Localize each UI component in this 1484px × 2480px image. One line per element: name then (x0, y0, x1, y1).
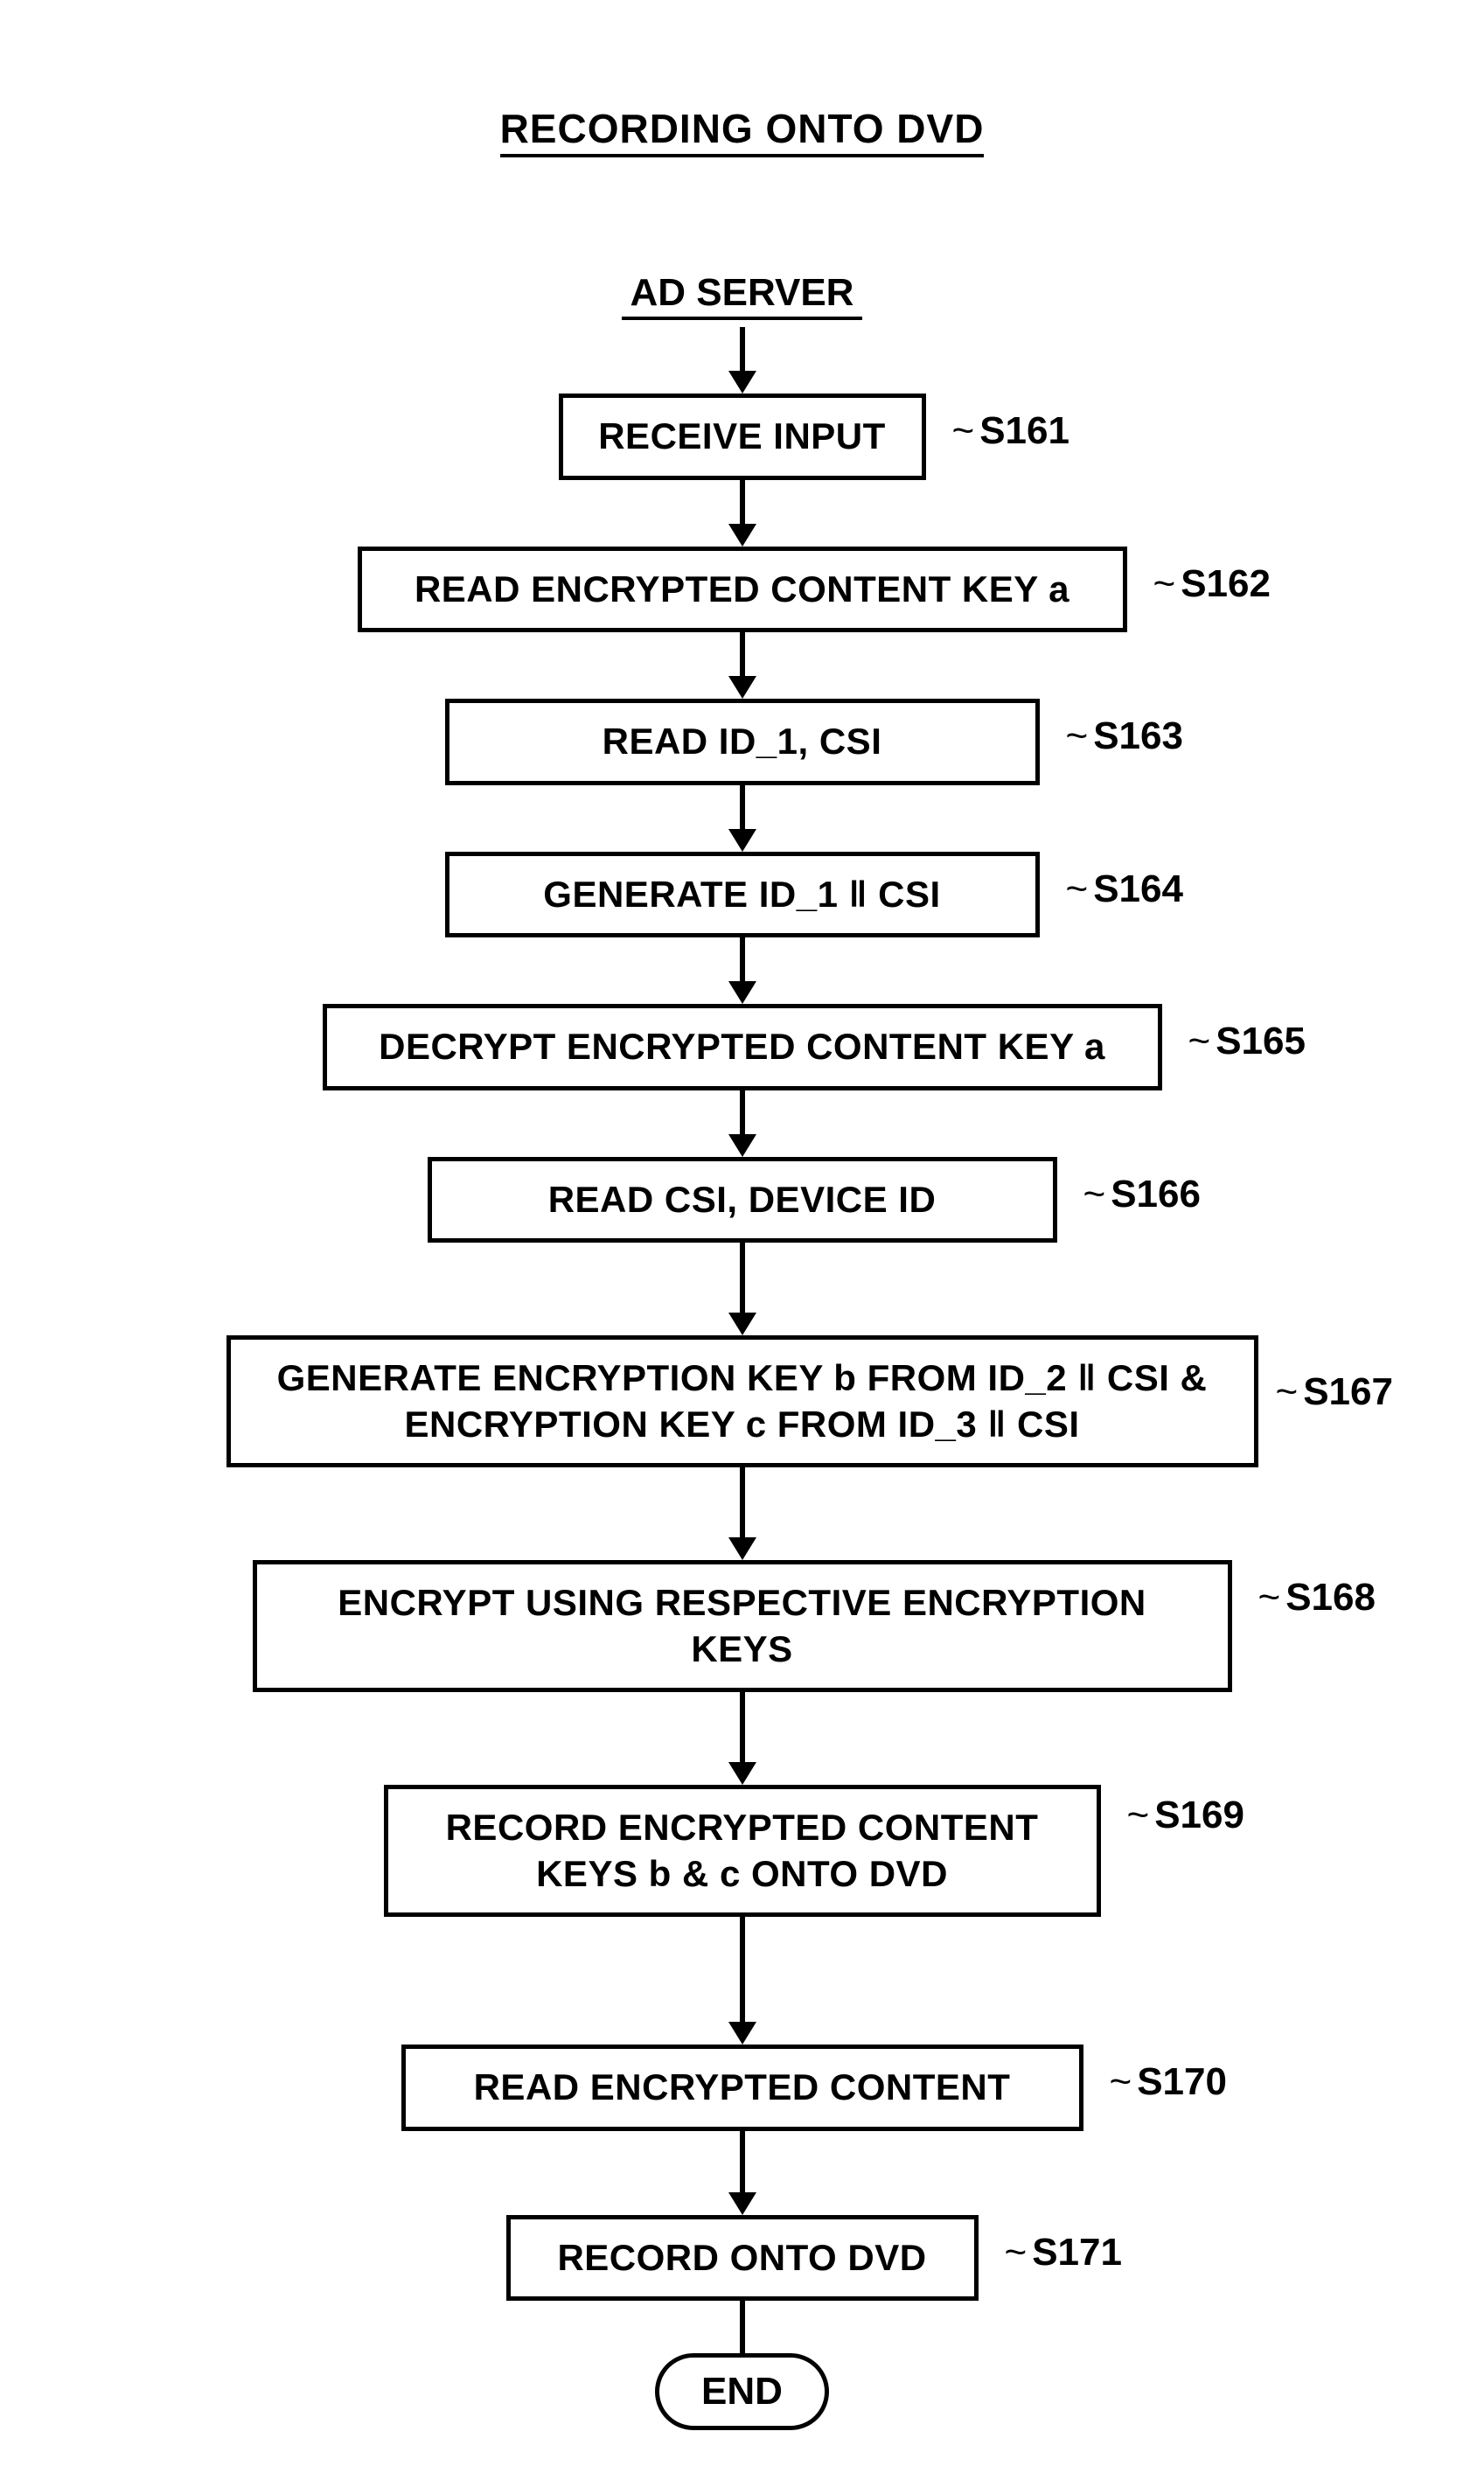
step-row: READ ENCRYPTED CONTENT KEY a ~S162 (174, 547, 1311, 633)
flow-line (740, 2301, 745, 2353)
flowchart: AD SERVER RECEIVE INPUT~S161READ ENCRYPT… (174, 271, 1311, 2430)
step-id: S168 (1285, 1576, 1376, 1620)
flow-arrow (728, 1917, 756, 2045)
step-box: GENERATE ID_1 ‖ CSI (445, 852, 1040, 938)
label-connector: ~ (1066, 867, 1089, 911)
step-row: READ CSI, DEVICE ID ~S166 (174, 1157, 1311, 1243)
step-id: S171 (1032, 2231, 1122, 2274)
step-id-label: ~S170 (1110, 2060, 1227, 2104)
step-row: RECORD ENCRYPTED CONTENTKEYS b & c ONTO … (174, 1785, 1311, 1917)
label-connector: ~ (1066, 714, 1089, 758)
step-id-label: ~S169 (1127, 1794, 1244, 1837)
step-id-label: ~S167 (1276, 1370, 1393, 1414)
step-row: GENERATE ENCRYPTION KEY b FROM ID_2 ‖ CS… (174, 1335, 1311, 1467)
step-row: ENCRYPT USING RESPECTIVE ENCRYPTION KEYS… (174, 1560, 1311, 1692)
step-box: RECEIVE INPUT (559, 394, 926, 480)
step-row: READ ID_1, CSI ~S163 (174, 699, 1311, 785)
label-connector: ~ (1127, 1794, 1150, 1837)
step-id: S165 (1216, 1020, 1306, 1063)
step-id-label: ~S171 (1005, 2231, 1122, 2274)
label-connector: ~ (1153, 562, 1176, 606)
flow-arrow (728, 480, 756, 547)
step-box: READ ENCRYPTED CONTENT (401, 2045, 1083, 2131)
step-box: GENERATE ENCRYPTION KEY b FROM ID_2 ‖ CS… (226, 1335, 1258, 1467)
step-row: READ ENCRYPTED CONTENT ~S170 (174, 2045, 1311, 2131)
flow-arrow (728, 785, 756, 852)
step-id-label: ~S168 (1258, 1576, 1376, 1620)
flow-arrow (728, 1243, 756, 1335)
step-id: S163 (1093, 714, 1183, 758)
step-row: DECRYPT ENCRYPTED CONTENT KEY a ~S165 (174, 1004, 1311, 1090)
step-id-label: ~S164 (1066, 867, 1183, 911)
end-terminator: END (655, 2353, 829, 2430)
label-connector: ~ (1188, 1020, 1211, 1063)
step-id: S166 (1111, 1173, 1201, 1216)
step-row: RECEIVE INPUT ~S161 (174, 394, 1311, 480)
start-label: AD SERVER (622, 271, 863, 320)
step-id-label: ~S166 (1083, 1173, 1201, 1216)
step-id: S164 (1093, 867, 1183, 911)
step-box: READ CSI, DEVICE ID (428, 1157, 1057, 1243)
flow-arrow (728, 937, 756, 1004)
label-connector: ~ (1110, 2060, 1132, 2104)
step-id: S169 (1154, 1794, 1244, 1837)
flow-arrow (728, 327, 756, 394)
label-connector: ~ (1276, 1370, 1299, 1414)
step-id: S167 (1303, 1370, 1393, 1414)
label-connector: ~ (1258, 1576, 1281, 1620)
page-title: RECORDING ONTO DVD (500, 105, 985, 157)
step-id-label: ~S162 (1153, 562, 1271, 606)
step-box: ENCRYPT USING RESPECTIVE ENCRYPTION KEYS (253, 1560, 1232, 1692)
flow-arrow (728, 1467, 756, 1560)
label-connector: ~ (1083, 1173, 1106, 1216)
flow-arrow (728, 1692, 756, 1785)
step-id-label: ~S165 (1188, 1020, 1306, 1063)
step-id-label: ~S161 (952, 409, 1069, 453)
flow-arrow (728, 632, 756, 699)
step-id: S162 (1181, 562, 1271, 606)
step-box: DECRYPT ENCRYPTED CONTENT KEY a (323, 1004, 1162, 1090)
step-box: RECORD ONTO DVD (506, 2215, 979, 2302)
flow-arrow (728, 1090, 756, 1157)
step-id: S170 (1137, 2060, 1227, 2104)
label-connector: ~ (952, 409, 975, 453)
step-row: RECORD ONTO DVD ~S171 (174, 2215, 1311, 2302)
step-box: READ ENCRYPTED CONTENT KEY a (358, 547, 1127, 633)
step-box: READ ID_1, CSI (445, 699, 1040, 785)
flow-arrow (728, 2131, 756, 2215)
label-connector: ~ (1005, 2231, 1028, 2274)
step-box: RECORD ENCRYPTED CONTENTKEYS b & c ONTO … (384, 1785, 1101, 1917)
step-id: S161 (979, 409, 1069, 453)
step-row: GENERATE ID_1 ‖ CSI ~S164 (174, 852, 1311, 938)
step-id-label: ~S163 (1066, 714, 1183, 758)
